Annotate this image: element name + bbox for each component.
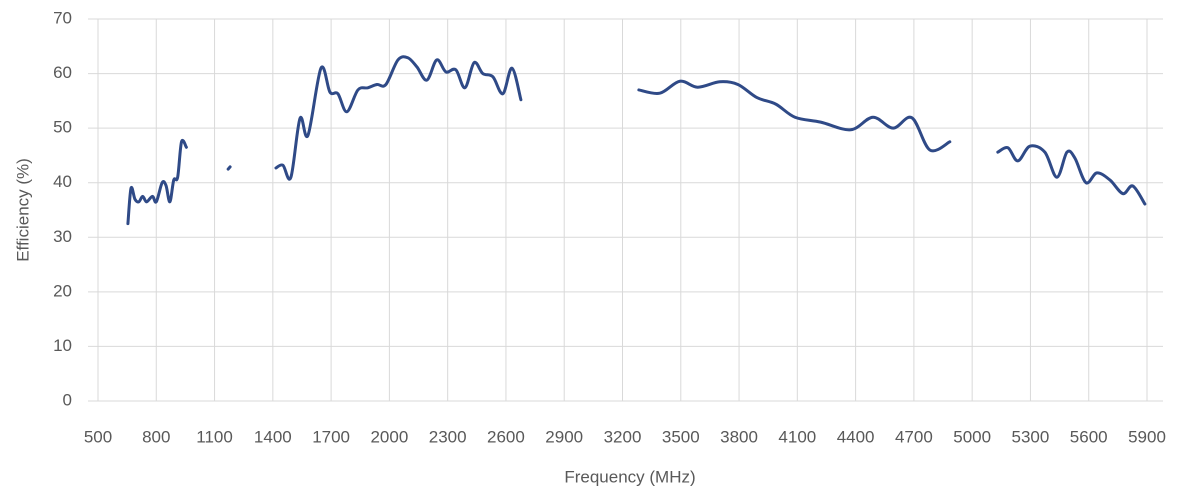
x-tick-label: 1100 bbox=[196, 427, 233, 446]
line bbox=[226, 165, 232, 171]
y-tick-label: 40 bbox=[53, 172, 72, 191]
y-tick-label: 10 bbox=[53, 336, 72, 355]
y-tick-label: 60 bbox=[53, 63, 72, 82]
x-tick-label: 5900 bbox=[1128, 427, 1166, 446]
x-tick-label: 1400 bbox=[254, 427, 292, 446]
x-tick-label: 4400 bbox=[837, 427, 875, 446]
x-tick-label: 4100 bbox=[778, 427, 816, 446]
x-tick-label: 3200 bbox=[604, 427, 642, 446]
x-tick-label: 800 bbox=[142, 427, 170, 446]
line bbox=[996, 144, 1147, 206]
x-tick-label: 4700 bbox=[895, 427, 933, 446]
line bbox=[637, 79, 952, 153]
x-tick-label: 5000 bbox=[953, 427, 991, 446]
y-tick-label: 70 bbox=[53, 8, 72, 27]
x-tick-label: 1700 bbox=[312, 427, 350, 446]
x-tick-label: 3500 bbox=[662, 427, 700, 446]
y-tick-label: 0 bbox=[63, 390, 72, 409]
line bbox=[274, 55, 523, 181]
y-tick-label: 30 bbox=[53, 227, 72, 246]
line bbox=[126, 138, 188, 226]
x-tick-label: 2300 bbox=[429, 427, 467, 446]
x-tick-label: 2600 bbox=[487, 427, 525, 446]
x-tick-label: 5300 bbox=[1012, 427, 1050, 446]
x-axis-label: Frequency (MHz) bbox=[564, 467, 695, 486]
x-tick-label: 3800 bbox=[720, 427, 758, 446]
x-tick-label: 2000 bbox=[370, 427, 408, 446]
y-axis-label: Efficiency (%) bbox=[13, 158, 32, 262]
x-tick-label: 2900 bbox=[545, 427, 583, 446]
x-tick-label: 500 bbox=[84, 427, 112, 446]
y-tick-label: 50 bbox=[53, 118, 72, 137]
y-tick-label: 20 bbox=[53, 281, 72, 300]
x-tick-label: 5600 bbox=[1070, 427, 1108, 446]
